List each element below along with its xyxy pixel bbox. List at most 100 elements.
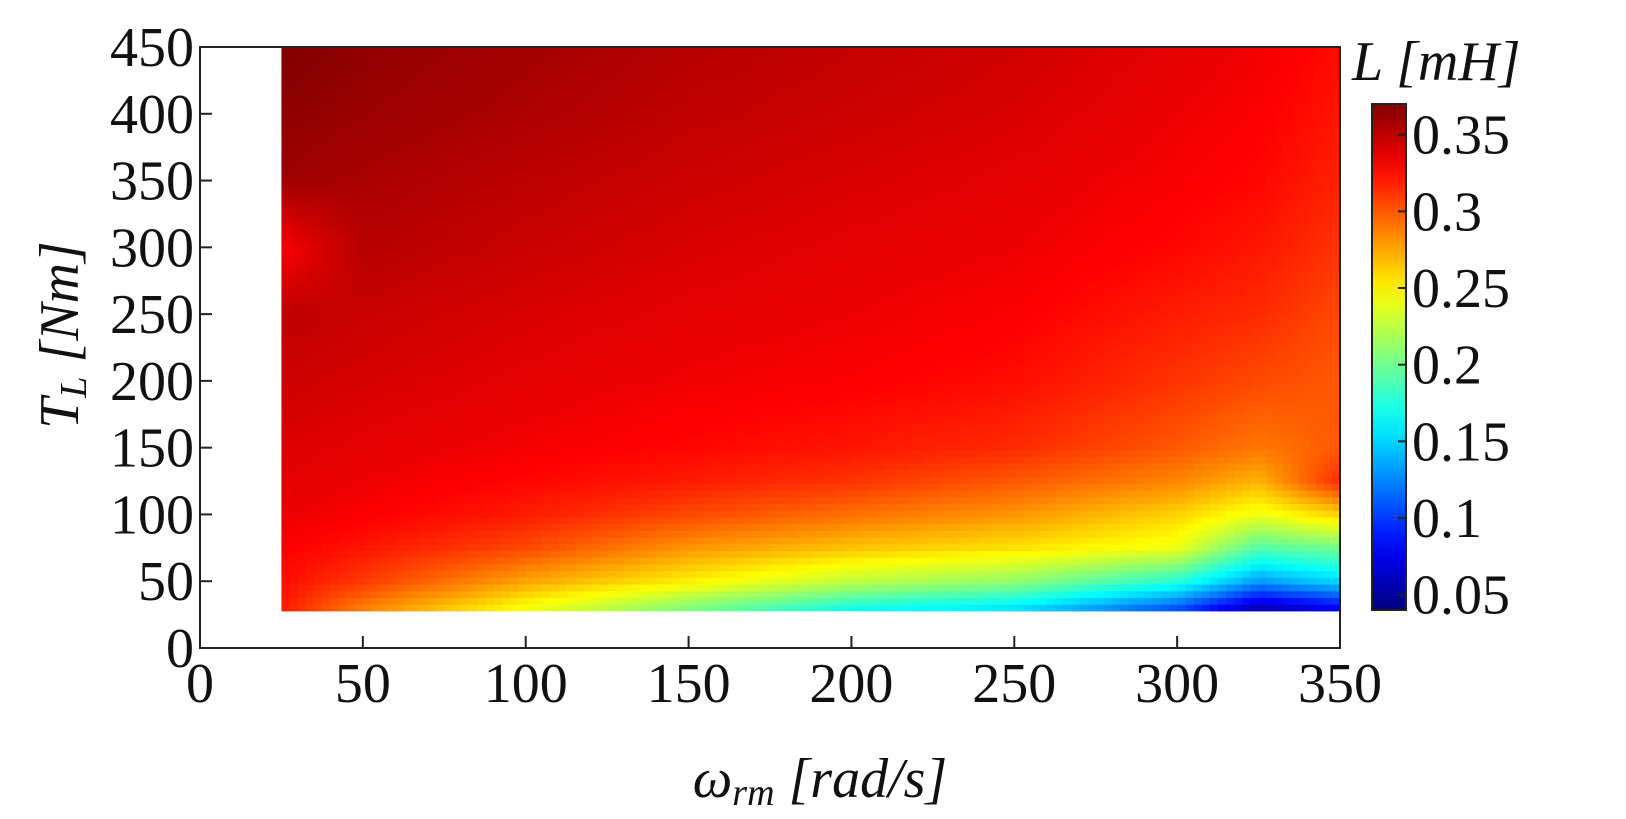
heatmap-cell	[810, 583, 820, 592]
heatmap-cell	[281, 516, 291, 525]
heatmap-cell	[1209, 402, 1219, 411]
heatmap-cell	[599, 462, 608, 471]
heatmap-cell	[460, 577, 470, 585]
heatmap-cell	[965, 436, 975, 444]
heatmap-cell	[354, 516, 364, 525]
heatmap-cell	[314, 362, 323, 370]
heatmap-cell	[297, 570, 307, 578]
heatmap-cell	[835, 530, 845, 538]
heatmap-cell	[615, 590, 625, 598]
heatmap-cell	[542, 536, 551, 545]
heatmap-cell	[688, 509, 698, 518]
heatmap-cell	[704, 382, 714, 390]
heatmap-cell	[452, 362, 462, 370]
heatmap-cell	[908, 355, 918, 364]
heatmap-cell	[932, 375, 942, 384]
heatmap-cell	[1266, 523, 1276, 531]
heatmap-cell	[501, 395, 511, 404]
heatmap-cell	[493, 409, 503, 417]
heatmap-cell	[1291, 563, 1301, 572]
heatmap-cell	[411, 597, 421, 605]
heatmap-cell	[835, 389, 845, 397]
heatmap-cell	[949, 409, 959, 417]
heatmap-cell	[533, 597, 543, 605]
heatmap-cell	[753, 583, 763, 592]
heatmap-cell	[1103, 543, 1113, 552]
heatmap-cell	[892, 409, 902, 417]
heatmap-cell	[916, 462, 926, 471]
heatmap-cell	[1169, 462, 1178, 471]
heatmap-cell	[1226, 449, 1235, 458]
heatmap-cell	[989, 489, 999, 498]
heatmap-cell	[485, 389, 494, 397]
heatmap-cell	[1022, 509, 1032, 518]
heatmap-cell	[900, 536, 910, 545]
heatmap-cell	[818, 449, 828, 458]
heatmap-cell	[818, 436, 828, 444]
heatmap-cell	[550, 563, 560, 572]
heatmap-cell	[1291, 416, 1301, 424]
heatmap-cell	[737, 389, 747, 397]
heatmap-cell	[1087, 483, 1097, 491]
heatmap-cell	[1095, 570, 1105, 578]
heatmap-cell	[924, 603, 934, 612]
heatmap-cell	[1152, 416, 1162, 424]
heatmap-cell	[582, 509, 592, 518]
heatmap-cell	[989, 476, 999, 484]
heatmap-cell	[1136, 362, 1146, 370]
heatmap-cell	[338, 503, 348, 511]
heatmap-cell	[761, 456, 771, 464]
heatmap-cell	[737, 355, 747, 364]
heatmap-cell	[1030, 583, 1040, 592]
heatmap-cell	[615, 483, 625, 491]
heatmap-cell	[859, 563, 869, 572]
heatmap-cell	[362, 476, 372, 484]
heatmap-cell	[1079, 375, 1089, 384]
heatmap-cell	[297, 369, 307, 377]
heatmap-cell	[428, 422, 437, 431]
heatmap-cell	[1307, 577, 1317, 585]
heatmap-cell	[647, 563, 657, 572]
heatmap-cell	[1055, 543, 1064, 552]
heatmap-cell	[460, 570, 470, 578]
heatmap-cell	[330, 369, 340, 377]
heatmap-cell	[1063, 422, 1073, 431]
heatmap-cell	[542, 509, 551, 518]
heatmap-cell	[1169, 570, 1178, 578]
heatmap-cell	[607, 375, 617, 384]
heatmap-cell	[729, 503, 739, 511]
heatmap-cell	[1323, 375, 1333, 384]
heatmap-cell	[989, 395, 999, 404]
heatmap-cell	[916, 409, 926, 417]
heatmap-cell	[582, 597, 592, 605]
heatmap-cell	[623, 456, 633, 464]
heatmap-cell	[1030, 449, 1040, 458]
heatmap-cell	[1152, 563, 1162, 572]
heatmap-cell	[843, 389, 853, 397]
heatmap-cell	[1063, 402, 1073, 411]
heatmap-cell	[1071, 456, 1081, 464]
heatmap-cell	[1120, 375, 1130, 384]
heatmap-cell	[1291, 543, 1301, 552]
heatmap-cell	[1177, 436, 1187, 444]
heatmap-cell	[517, 416, 527, 424]
heatmap-cell	[1299, 577, 1309, 585]
heatmap-cell	[1283, 456, 1292, 464]
heatmap-cell	[623, 550, 633, 558]
heatmap-cell	[1274, 583, 1284, 592]
heatmap-cell	[590, 476, 600, 484]
heatmap-cell	[525, 449, 535, 458]
heatmap-cell	[892, 577, 902, 585]
heatmap-cell	[672, 489, 682, 498]
heatmap-cell	[875, 402, 885, 411]
heatmap-cell	[1201, 577, 1211, 585]
heatmap-cell	[607, 523, 617, 531]
heatmap-cell	[949, 462, 959, 471]
heatmap-cell	[941, 389, 950, 397]
heatmap-cell	[362, 469, 372, 478]
heatmap-cell	[379, 389, 389, 397]
heatmap-cell	[639, 375, 649, 384]
heatmap-cell	[1055, 536, 1064, 545]
heatmap-cell	[476, 395, 486, 404]
heatmap-cell	[794, 362, 804, 370]
